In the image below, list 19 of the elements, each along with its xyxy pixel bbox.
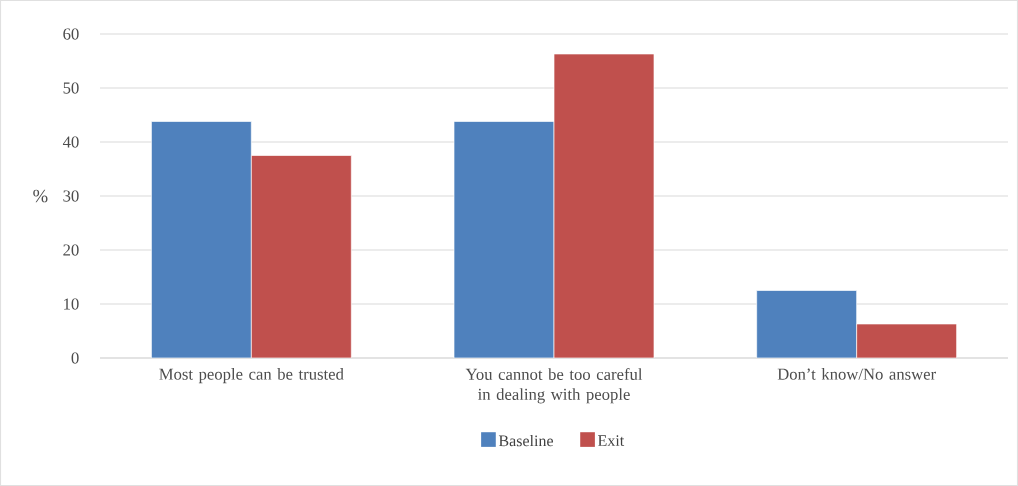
- y-tick-label: 40: [62, 136, 79, 148]
- y-tick-label: 30: [63, 190, 79, 202]
- y-axis-title: %: [33, 189, 48, 203]
- y-tick-label: 10: [64, 298, 79, 310]
- legend-label: Exit: [598, 435, 625, 446]
- bar: [453, 121, 555, 358]
- legend-label: Baseline: [498, 434, 553, 447]
- bar: [553, 53, 655, 358]
- y-tick-label: 0: [71, 352, 79, 364]
- y-tick-label: 60: [63, 28, 79, 40]
- y-tick-label: 20: [63, 244, 79, 256]
- x-tick-label: Don’t know/No answer: [777, 368, 936, 380]
- x-tick-label: Most people can be trusted: [159, 368, 344, 384]
- bar: [856, 323, 958, 358]
- x-tick-label: You cannot be too careful in dealing with people: [465, 368, 643, 404]
- bar: [150, 121, 252, 358]
- bar: [756, 290, 858, 358]
- bar: [250, 155, 352, 358]
- y-tick-label: 50: [63, 82, 79, 94]
